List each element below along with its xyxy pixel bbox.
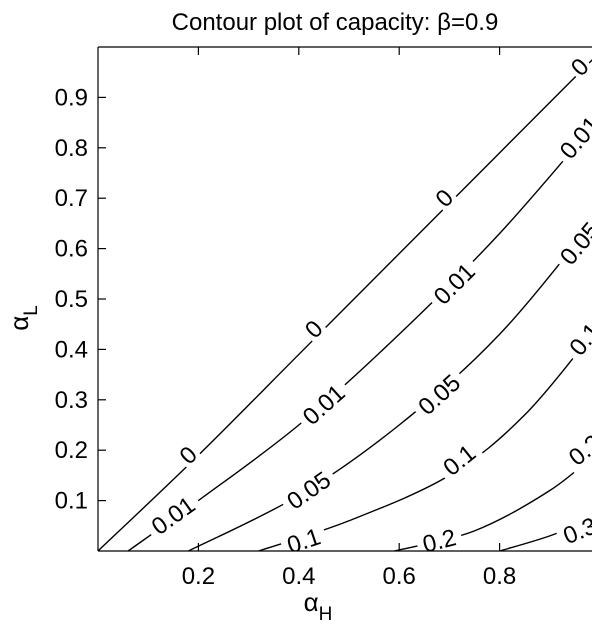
contour-label-group: 0.01 (142, 488, 205, 544)
contour-label-background (409, 365, 470, 424)
contour-label-background (414, 522, 465, 551)
contour-label-background (554, 510, 592, 551)
contour-label-background (433, 436, 486, 485)
y-tick-label: 0.5 (55, 286, 88, 313)
x-tick-label: 0.8 (483, 563, 516, 590)
x-tick-label: 0.4 (282, 563, 315, 590)
chart-title: Contour plot of capacity: β=0.9 (172, 9, 499, 36)
y-tick-label: 0.4 (55, 336, 88, 363)
contour-label-group: 0 (564, 51, 592, 84)
contour-label-background (293, 375, 355, 434)
x-tick-label: 0.6 (383, 563, 416, 590)
y-axis-ticks: 0.1 0.2 0.3 0.4 0.5 0.6 0.7 0.8 0.9 (55, 84, 106, 515)
contour-line (98, 59, 592, 551)
contour-label-group: 0.2 (414, 522, 465, 558)
y-tick-label: 0.7 (55, 185, 88, 212)
x-tick-label: 0.2 (182, 563, 215, 590)
y-tick-label: 0.1 (55, 488, 88, 515)
contour-label-group: 0 (297, 313, 330, 346)
contour-line (258, 333, 592, 551)
plot-axes (97, 46, 592, 552)
contour-label-group: 0.05 (409, 365, 470, 424)
contour-label-group: 0.1 (433, 436, 486, 485)
contour-label-group: 0.2 (559, 425, 592, 475)
y-tick-label: 0.2 (55, 437, 88, 464)
y-tick-label: 0.3 (55, 387, 88, 414)
contour-label-group: 0 (428, 182, 461, 215)
contour-label-background (551, 107, 592, 169)
contour-label-background (297, 313, 330, 346)
y-axis-label-subscript: L (21, 305, 42, 316)
contour-label-background (428, 182, 461, 215)
contour-label-group: 0.01 (551, 107, 592, 169)
contour-label-background (277, 463, 341, 518)
contour-line (188, 222, 592, 551)
contour-label: 0.2 (420, 524, 459, 558)
y-tick-label: 0.9 (55, 84, 88, 111)
y-axis-label-symbol: α (4, 316, 34, 331)
contour-label-background (424, 254, 485, 314)
contour-label-background (172, 439, 205, 472)
x-axis-label-subscript: H (319, 604, 333, 625)
contour-label-background (559, 425, 592, 475)
contour-label-background (551, 212, 592, 275)
contour-lines (98, 59, 592, 551)
contour-label: 0.2 (564, 430, 592, 472)
y-tick-label: 0.8 (55, 135, 88, 162)
x-axis-ticks: 0.2 0.4 0.6 0.8 (182, 47, 516, 590)
contour-label-group: 0.1 (560, 313, 592, 365)
contour-label-group: 0.01 (424, 254, 485, 314)
contour-label-background (142, 488, 205, 544)
contour-line (127, 125, 592, 551)
contour-label-background (560, 313, 592, 365)
contour-label-group: 0.1 (278, 521, 330, 551)
y-axis-label: αL (4, 305, 42, 331)
x-axis-label-symbol: α (304, 587, 319, 617)
contour-label-group: 0.3 (554, 510, 592, 551)
contour-label-background (564, 51, 592, 84)
contour-label-group: 0 (172, 439, 205, 472)
contour-label-group: 0.05 (277, 463, 341, 518)
x-axis-label: αH (304, 587, 333, 625)
y-tick-label: 0.6 (55, 236, 88, 263)
